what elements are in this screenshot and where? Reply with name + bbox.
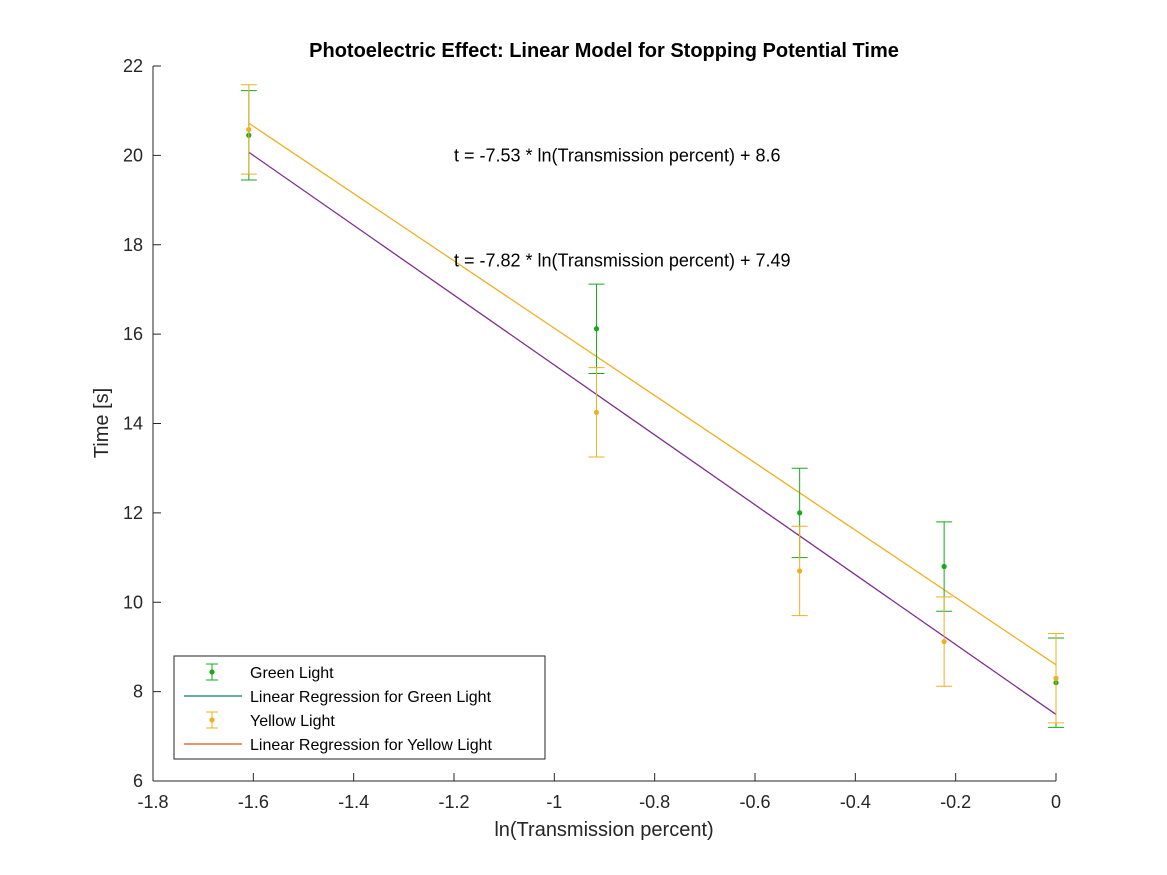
y-tick-label: 10: [123, 592, 143, 612]
regression-lines: [248, 122, 1057, 715]
data-point: [797, 568, 803, 574]
x-tick-label: -0.6: [739, 792, 770, 812]
y-tick-label: 20: [123, 145, 143, 165]
legend-marker-dot: [209, 669, 215, 675]
y-ticks: 6 8 10 12 14 16 18 20 22: [123, 56, 161, 791]
data-point: [1053, 675, 1059, 681]
y-tick-label: 8: [133, 682, 143, 702]
legend: Green Light Linear Regression for Green L…: [173, 655, 546, 760]
y-tick-label: 6: [133, 771, 143, 791]
x-tick-label: -1.8: [137, 792, 168, 812]
data-point: [246, 126, 252, 133]
y-tick-label: 14: [123, 414, 143, 434]
y-tick-label: 12: [123, 503, 143, 523]
error-bars: [240, 84, 1064, 728]
x-tick-label: -1: [546, 792, 562, 812]
x-ticks: -1.8 -1.6 -1.4 -1.2 -1 -0.8 -0.6 -0.4 -0.2 0: [137, 773, 1061, 812]
annotations: t = -7.53 * ln(Transmission percent) + 8…: [454, 145, 791, 270]
legend-box: [173, 655, 546, 760]
data-point: [941, 563, 947, 570]
x-axis-label: ln(Transmission percent): [494, 819, 713, 841]
y-tick-label: 16: [123, 324, 143, 344]
legend-label: Green Light: [250, 665, 334, 682]
regression-line: [248, 122, 1057, 666]
y-axis-label: Time [s]: [91, 388, 113, 458]
regression-line: [248, 151, 1057, 715]
x-tick-label: -0.8: [639, 792, 670, 812]
x-tick-label: -0.4: [840, 792, 871, 812]
equation-annotation: t = -7.82 * ln(Transmission percent) + 7…: [454, 250, 791, 270]
x-tick-label: 0: [1051, 792, 1061, 812]
data-point: [797, 510, 803, 516]
data-point: [941, 638, 947, 645]
legend-label: Linear Regression for Yellow Light: [250, 737, 492, 754]
chart-title: Photoelectric Effect: Linear Model for S…: [309, 40, 899, 62]
x-tick-label: -0.2: [940, 792, 971, 812]
y-tick-label: 18: [123, 235, 143, 255]
y-tick-label: 22: [123, 56, 143, 76]
x-tick-label: -1.6: [238, 792, 269, 812]
equation-annotation: t = -7.53 * ln(Transmission percent) + 8…: [454, 145, 780, 165]
legend-marker-dot: [209, 717, 215, 723]
data-point: [593, 326, 600, 332]
legend-label: Linear Regression for Green Light: [250, 689, 492, 706]
x-tick-label: -1.4: [338, 792, 369, 812]
x-tick-label: -1.2: [438, 792, 469, 812]
data-point: [593, 409, 600, 415]
legend-label: Yellow Light: [250, 713, 335, 730]
